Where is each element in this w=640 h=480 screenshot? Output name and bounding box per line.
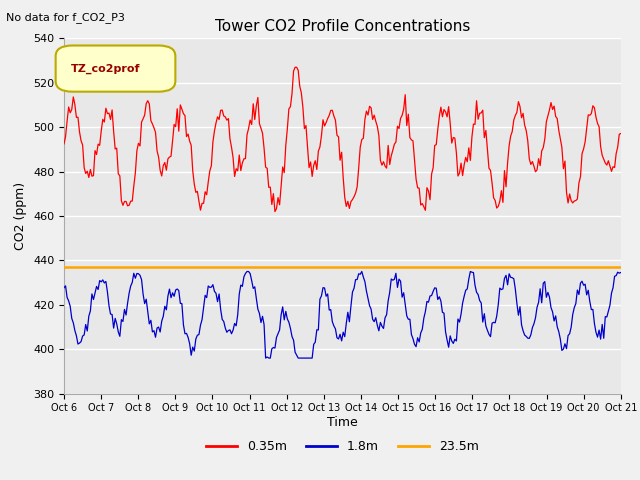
- Y-axis label: CO2 (ppm): CO2 (ppm): [15, 182, 28, 250]
- Text: No data for f_CO2_P3: No data for f_CO2_P3: [6, 12, 125, 23]
- Text: TZ_co2prof: TZ_co2prof: [70, 63, 140, 74]
- Title: Tower CO2 Profile Concentrations: Tower CO2 Profile Concentrations: [214, 20, 470, 35]
- X-axis label: Time: Time: [327, 416, 358, 429]
- FancyBboxPatch shape: [56, 46, 175, 92]
- Legend: 0.35m, 1.8m, 23.5m: 0.35m, 1.8m, 23.5m: [201, 435, 484, 458]
